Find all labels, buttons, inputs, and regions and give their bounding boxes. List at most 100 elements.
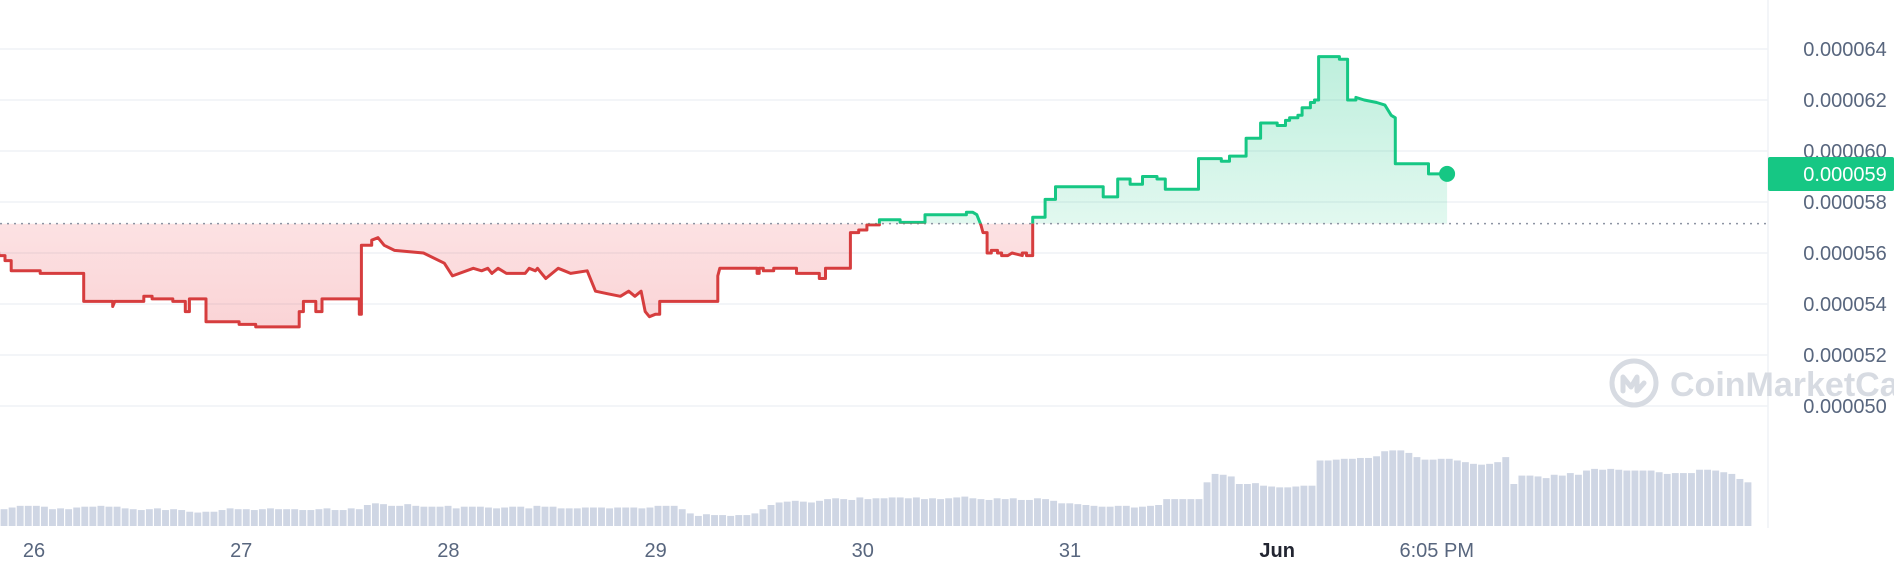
x-tick-label: 31 bbox=[1059, 540, 1081, 562]
volume-bar bbox=[799, 501, 807, 526]
volume-bar bbox=[686, 513, 694, 526]
volume-bar bbox=[1017, 499, 1025, 526]
area-above-reference bbox=[879, 56, 1448, 224]
y-tick-label: 0.000052 bbox=[1803, 345, 1886, 367]
volume-bar bbox=[267, 508, 274, 526]
volume-bar bbox=[791, 500, 799, 526]
volume-bar bbox=[654, 505, 662, 526]
x-tick-label: 26 bbox=[23, 540, 45, 562]
volume-bar bbox=[210, 511, 218, 526]
volume-bar bbox=[533, 505, 541, 526]
volume-bar bbox=[937, 499, 945, 526]
volume-bar bbox=[694, 515, 702, 526]
volume-bar bbox=[816, 500, 823, 526]
y-tick-label: 0.000064 bbox=[1803, 39, 1886, 61]
volume-bar bbox=[1744, 482, 1752, 526]
volume-bar bbox=[977, 499, 985, 526]
volume-bar bbox=[1566, 473, 1574, 526]
volume-bar bbox=[1623, 470, 1631, 526]
volume-bar bbox=[121, 508, 129, 526]
volume-bar bbox=[436, 506, 444, 526]
volume-bar bbox=[1235, 484, 1243, 526]
volume-bar bbox=[1389, 450, 1397, 526]
volume-bar bbox=[589, 507, 597, 526]
y-tick-label: 0.000054 bbox=[1803, 294, 1886, 316]
volume-bar bbox=[1163, 499, 1171, 526]
volume-bar bbox=[73, 507, 81, 526]
volume-bar bbox=[1736, 478, 1744, 526]
volume-bar bbox=[1663, 473, 1671, 526]
current-price-label: 0.000059 bbox=[1803, 164, 1886, 186]
volume-bar bbox=[1098, 506, 1106, 526]
x-tick-label: 27 bbox=[230, 540, 252, 562]
volume-bar bbox=[1671, 473, 1679, 526]
volume-bar bbox=[1542, 478, 1550, 526]
volume-bar bbox=[380, 504, 387, 526]
volume-bar bbox=[1518, 475, 1526, 526]
volume-bar bbox=[1284, 487, 1292, 526]
coinmarketcap-watermark: CoinMarketCap bbox=[1609, 358, 1894, 408]
volume-bar bbox=[1397, 450, 1405, 526]
volume-bar bbox=[154, 508, 161, 526]
volume-bar bbox=[1365, 457, 1372, 526]
volume-bar bbox=[969, 498, 977, 526]
y-tick-label: 0.000050 bbox=[1803, 396, 1886, 418]
volume-bar bbox=[864, 499, 872, 526]
volume-bar bbox=[1211, 473, 1219, 526]
volume-bar bbox=[1599, 469, 1607, 526]
volume-bar bbox=[444, 505, 452, 526]
volume-bar bbox=[888, 497, 896, 526]
volume-bar bbox=[1461, 462, 1469, 526]
volume-bar bbox=[832, 498, 840, 526]
volume-bar bbox=[985, 499, 993, 526]
volume-bar bbox=[105, 506, 113, 526]
volume-bar bbox=[1728, 473, 1736, 526]
volume-bar bbox=[1074, 504, 1082, 526]
volume-bar bbox=[1712, 470, 1720, 526]
current-price-dot[interactable] bbox=[1439, 165, 1456, 182]
x-tick-label: 29 bbox=[644, 540, 666, 562]
volume-bar bbox=[355, 509, 363, 526]
volume-bar bbox=[113, 506, 121, 526]
volume-bar bbox=[1300, 485, 1308, 526]
volume-bar bbox=[0, 509, 8, 526]
volume-bar bbox=[1429, 459, 1437, 526]
volume-bar bbox=[517, 506, 525, 526]
volume-bar bbox=[404, 504, 412, 526]
volume-bar bbox=[1195, 499, 1203, 526]
price-line-up bbox=[866, 55, 1448, 224]
volume-bar bbox=[1340, 458, 1348, 526]
volume-bar bbox=[1478, 464, 1485, 526]
volume-bar bbox=[1332, 459, 1340, 526]
volume-bar bbox=[614, 507, 622, 526]
x-tick-label: Jun bbox=[1259, 540, 1295, 562]
volume-bar bbox=[89, 506, 97, 526]
volume-bar bbox=[1122, 505, 1130, 526]
volume-bar bbox=[1688, 473, 1695, 526]
volume-bar bbox=[291, 509, 299, 526]
volume-bar bbox=[97, 505, 105, 526]
volume-bar bbox=[678, 509, 686, 526]
volume-bar bbox=[719, 515, 727, 526]
volume-bar bbox=[1106, 506, 1114, 526]
volume-bar bbox=[711, 515, 718, 526]
volume-bar bbox=[1090, 505, 1098, 526]
volume-bar bbox=[1486, 463, 1494, 526]
volume-bar bbox=[363, 505, 371, 526]
volume-bar bbox=[388, 505, 396, 526]
volume-bar bbox=[703, 514, 710, 526]
volume-bar bbox=[347, 508, 355, 526]
volume-bar bbox=[1179, 499, 1187, 526]
volume-bar bbox=[1219, 474, 1227, 526]
volume-bar bbox=[573, 508, 581, 526]
volume-bar bbox=[848, 499, 856, 526]
volume-bar bbox=[1009, 498, 1017, 526]
volume-bar bbox=[57, 508, 64, 526]
volume-bar bbox=[1534, 476, 1542, 526]
area-below-reference bbox=[0, 223, 1448, 327]
volume-bar bbox=[1114, 505, 1122, 526]
volume-bar bbox=[1066, 503, 1074, 526]
volume-bar bbox=[767, 505, 775, 526]
volume-bar bbox=[1050, 500, 1058, 526]
current-price-tag: 0.000059 bbox=[1768, 156, 1894, 191]
